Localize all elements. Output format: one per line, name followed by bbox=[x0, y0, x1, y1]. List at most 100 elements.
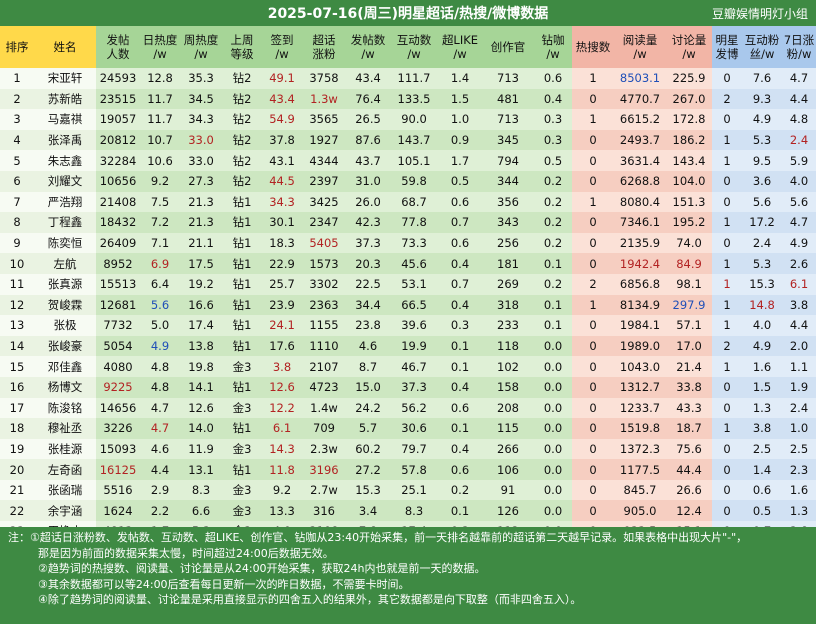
table-cell: 4.0 bbox=[742, 315, 782, 336]
table-cell: 54.9 bbox=[262, 109, 302, 130]
table-cell: 115 bbox=[482, 418, 534, 439]
table-row: 8 丁程鑫 18432 7.2 21.3 钻1 30.1 2347 42.3 77.8 0.7 343… bbox=[0, 212, 816, 233]
table-cell: 0.6 bbox=[438, 459, 482, 480]
table-cell: 233 bbox=[482, 315, 534, 336]
table-cell: 0.6 bbox=[534, 68, 572, 89]
table-cell: 133.5 bbox=[390, 88, 438, 110]
header-cell: 姓名 bbox=[34, 26, 96, 68]
table-cell: 57.1 bbox=[666, 315, 712, 336]
table-cell: 3425 bbox=[302, 191, 346, 213]
table-cell: 2397 bbox=[302, 170, 346, 192]
table-cell: 3631.4 bbox=[614, 150, 666, 171]
table-cell: 钻2 bbox=[222, 170, 262, 192]
table-cell: 9.2 bbox=[140, 170, 180, 192]
table-cell: 9 bbox=[0, 232, 34, 254]
header-cell: 热搜数 bbox=[572, 26, 614, 68]
table-cell: 297.9 bbox=[666, 294, 712, 316]
notes-panel: 注：①超话日涨粉数、发帖数、互动数、超LIKE、创作官、钻咖从23:40开始采集… bbox=[0, 527, 816, 624]
table-cell: 14656 bbox=[96, 397, 140, 419]
table-cell: 3 bbox=[0, 109, 34, 130]
table-cell: 59.8 bbox=[390, 170, 438, 192]
table-cell: 77.8 bbox=[390, 212, 438, 233]
table-row: 9 陈奕恒 26409 7.1 21.1 钻1 18.3 5405 37.3 73.3 0.6 256… bbox=[0, 232, 816, 254]
name-cell: 刘耀文 bbox=[34, 170, 96, 192]
table-cell: 7.1 bbox=[140, 232, 180, 254]
table-cell: 12.6 bbox=[180, 397, 222, 419]
name-cell: 陈奕恒 bbox=[34, 232, 96, 254]
table-cell: 266 bbox=[482, 438, 534, 460]
table-cell: 0.5 bbox=[742, 500, 782, 522]
table-cell: 3226 bbox=[96, 418, 140, 439]
table-cell: 0 bbox=[572, 335, 614, 357]
table-cell: 2.3w bbox=[302, 438, 346, 460]
table-cell: 0.0 bbox=[534, 500, 572, 522]
table-cell: 19057 bbox=[96, 109, 140, 130]
table-cell: 25.1 bbox=[390, 479, 438, 501]
table-cell: 27.2 bbox=[346, 459, 390, 480]
table-cell: 4.8 bbox=[140, 376, 180, 398]
table-cell: 4.9 bbox=[742, 109, 782, 130]
table-cell: 金3 bbox=[222, 479, 262, 501]
table-cell: 49.1 bbox=[262, 68, 302, 89]
table-cell: 0 bbox=[572, 150, 614, 171]
table-cell: 3565 bbox=[302, 109, 346, 130]
table-cell: 0 bbox=[572, 315, 614, 336]
table-cell: 18 bbox=[0, 418, 34, 439]
table-cell: 33.8 bbox=[666, 376, 712, 398]
name-cell: 苏新皓 bbox=[34, 88, 96, 110]
table-cell: 5.7 bbox=[346, 418, 390, 439]
table-cell: 8952 bbox=[96, 253, 140, 274]
table-cell: 34.5 bbox=[180, 88, 222, 110]
table-cell: 481 bbox=[482, 88, 534, 110]
header-cell: 发帖 人数 bbox=[96, 26, 140, 68]
table-cell: 1519.8 bbox=[614, 418, 666, 439]
table-cell: 713 bbox=[482, 68, 534, 89]
table-cell: 1372.3 bbox=[614, 438, 666, 460]
table-cell: 0 bbox=[572, 88, 614, 110]
table-cell: 24.1 bbox=[262, 315, 302, 336]
table-cell: 22.9 bbox=[262, 253, 302, 274]
table-cell: 19.8 bbox=[180, 356, 222, 377]
table-cell: 21408 bbox=[96, 191, 140, 213]
table-cell: 5.3 bbox=[742, 129, 782, 151]
table-cell: 1.5 bbox=[742, 376, 782, 398]
table-cell: 1.3 bbox=[782, 500, 816, 522]
table-cell: 钻1 bbox=[222, 212, 262, 233]
table-cell: 3196 bbox=[302, 459, 346, 480]
table-cell: 0 bbox=[572, 232, 614, 254]
table-cell: 0.4 bbox=[438, 376, 482, 398]
table-cell: 2 bbox=[712, 335, 742, 357]
header-cell: 周热度/w bbox=[180, 26, 222, 68]
table-cell: 709 bbox=[302, 418, 346, 439]
table-cell: 1.3 bbox=[742, 397, 782, 419]
table-cell: 钻1 bbox=[222, 335, 262, 357]
table-cell: 6856.8 bbox=[614, 273, 666, 295]
table-cell: 344 bbox=[482, 170, 534, 192]
table-cell: 0.3 bbox=[534, 129, 572, 151]
table-cell: 6.1 bbox=[262, 418, 302, 439]
table-cell: 0 bbox=[712, 397, 742, 419]
header-cell: 讨论量/w bbox=[666, 26, 712, 68]
table-cell: 2.4 bbox=[782, 397, 816, 419]
table-cell: 4.9 bbox=[782, 232, 816, 254]
table-cell: 14.8 bbox=[742, 294, 782, 316]
table-cell: 8.7 bbox=[346, 356, 390, 377]
table-cell: 钻1 bbox=[222, 253, 262, 274]
name-cell: 严浩翔 bbox=[34, 191, 96, 213]
table-cell: 2.6 bbox=[782, 253, 816, 274]
table-cell: 1 bbox=[0, 68, 34, 89]
table-cell: 0.1 bbox=[438, 418, 482, 439]
table-row: 21 张函瑞 5516 2.9 8.3 金3 9.2 2.7w 15.3 25.1 0.2 91 0.0… bbox=[0, 479, 816, 501]
table-cell: 1155 bbox=[302, 315, 346, 336]
table-cell: 5.3 bbox=[742, 253, 782, 274]
table-cell: 16.6 bbox=[180, 294, 222, 316]
table-row: 20 左奇函 16125 4.4 13.1 钻1 11.8 3196 27.2 57.8 0.6 10… bbox=[0, 459, 816, 480]
table-cell: 0.1 bbox=[534, 294, 572, 316]
table-cell: 钻2 bbox=[222, 109, 262, 130]
table-cell: 34.3 bbox=[262, 191, 302, 213]
table-cell: 0.1 bbox=[534, 253, 572, 274]
table-cell: 30.1 bbox=[262, 212, 302, 233]
table-cell: 10.6 bbox=[140, 150, 180, 171]
table-cell: 225.9 bbox=[666, 68, 712, 89]
table-cell: 1942.4 bbox=[614, 253, 666, 274]
